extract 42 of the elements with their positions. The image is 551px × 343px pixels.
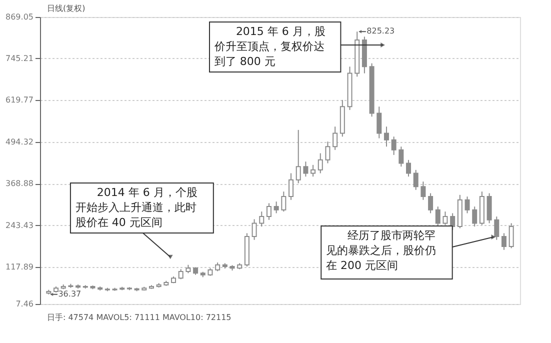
candlestick bbox=[288, 172, 294, 200]
candlestick bbox=[310, 164, 316, 178]
candlestick bbox=[303, 161, 308, 178]
candlestick bbox=[391, 136, 396, 156]
candlestick bbox=[501, 232, 506, 250]
candlestick bbox=[508, 222, 514, 249]
candlestick bbox=[281, 191, 286, 212]
candlestick bbox=[274, 201, 279, 214]
candlestick bbox=[486, 192, 492, 224]
candlestick bbox=[266, 202, 272, 220]
y-tick-label: 869.05 bbox=[6, 12, 34, 22]
y-tick-label: 243.43 bbox=[6, 220, 34, 230]
candlestick bbox=[376, 106, 382, 139]
y-tick-label: 494.32 bbox=[6, 137, 34, 146]
candlestick bbox=[318, 152, 323, 174]
candlestick bbox=[325, 141, 330, 164]
annotation: 36.37 bbox=[58, 289, 82, 298]
candlestick bbox=[252, 218, 257, 240]
candlestick bbox=[428, 192, 434, 214]
annotation: 2014 年 6 月，个股开始步入上升通道，此时股价在 40 元区间 bbox=[75, 186, 198, 229]
annotation: 825.23 bbox=[366, 26, 395, 36]
candlestick bbox=[464, 196, 470, 214]
candlestick bbox=[332, 126, 338, 150]
candlestick bbox=[259, 211, 264, 228]
candlestick bbox=[384, 126, 389, 148]
y-tick-label: 619.77 bbox=[6, 96, 34, 105]
y-tick-label: 368.88 bbox=[6, 179, 34, 188]
candlestick bbox=[472, 206, 478, 228]
candlestick bbox=[406, 159, 412, 178]
text: 日手: 47574 MAVOL5: 71111 MAVOL10: 72115 bbox=[46, 313, 232, 322]
y-tick-label: 7.46 bbox=[16, 300, 34, 308]
annotation: 2015 年 6 月，股价升至顶点，复权价达到了 800 元 bbox=[213, 25, 326, 68]
candlestick bbox=[435, 206, 440, 228]
candlestick bbox=[178, 268, 184, 280]
candlestick bbox=[413, 169, 418, 190]
text: 日线(复权) bbox=[46, 4, 86, 13]
y-tick-label: 117.89 bbox=[6, 262, 34, 272]
y-tick-label: 745.21 bbox=[6, 54, 34, 63]
candlestick bbox=[398, 146, 404, 168]
candlestick bbox=[296, 129, 301, 184]
candlestick bbox=[420, 181, 426, 200]
annotation: 经历了股市两轮罕见的暴跌之后，股价仍在 200 元区间 bbox=[326, 229, 436, 272]
